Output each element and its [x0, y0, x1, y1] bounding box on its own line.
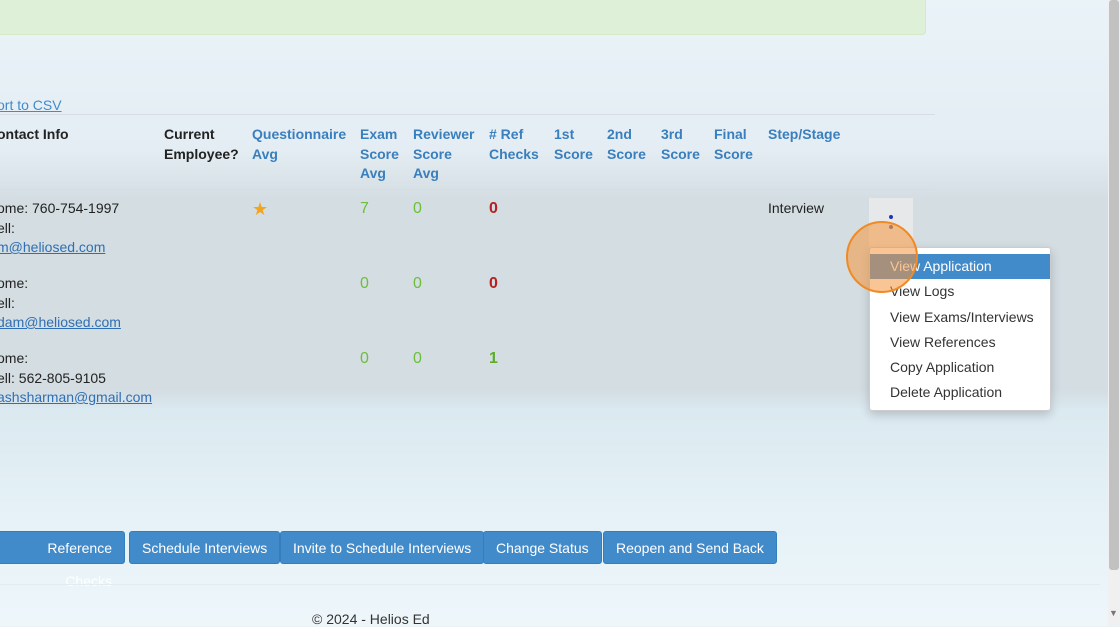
header-step-stage[interactable]: Step/Stage	[768, 126, 841, 142]
reference-checks-button[interactable]: Reference Checks	[0, 531, 125, 589]
click-indicator	[846, 221, 918, 293]
header-final-score[interactable]: Final Score	[714, 126, 753, 162]
schedule-interviews-button[interactable]: Schedule Interviews	[129, 531, 281, 564]
header-divider	[0, 189, 935, 190]
footer-divider	[0, 584, 1100, 585]
header-contact-info: ontact Info	[0, 126, 69, 142]
footer-copyright: © 2024 - Helios Ed	[312, 611, 430, 627]
header-2nd-score[interactable]: 2nd Score	[607, 126, 646, 162]
scrollbar-thumb[interactable]	[1109, 0, 1119, 570]
menu-view-logs[interactable]: View Logs	[890, 283, 955, 300]
export-csv-link[interactable]: ort to CSV	[0, 97, 62, 113]
exam-score: 7	[360, 200, 369, 217]
header-exam-score-avg[interactable]: Exam Score Avg	[360, 126, 399, 181]
invite-schedule-interviews-button[interactable]: Invite to Schedule Interviews	[280, 531, 485, 564]
ref-checks-count: 0	[489, 275, 498, 292]
header-3rd-score[interactable]: 3rd Score	[661, 126, 700, 162]
menu-view-exams-interviews[interactable]: View Exams/Interviews	[890, 308, 1034, 325]
table-row-contact: ome: 760-754-1997 ell: m@heliosed.com	[0, 199, 119, 258]
exam-score: 0	[360, 275, 369, 292]
header-1st-score[interactable]: 1st Score	[554, 126, 593, 162]
header-ref-checks[interactable]: # Ref Checks	[489, 126, 539, 162]
header-reviewer-score-avg[interactable]: Reviewer Score Avg	[413, 126, 475, 181]
success-alert	[0, 0, 926, 35]
menu-view-references[interactable]: View References	[890, 333, 996, 350]
table-row-contact: ome: ell: 562-805-9105 ashsharman@gmail.co…	[0, 349, 152, 408]
ref-checks-count: 1	[489, 350, 498, 367]
email-link[interactable]: ashsharman@gmail.com	[0, 389, 153, 405]
table-row-contact: ome: ell: dam@heliosed.com	[0, 274, 121, 333]
ref-checks-count: 0	[489, 200, 498, 217]
menu-delete-application[interactable]: Delete Application	[890, 384, 1003, 401]
reviewer-score: 0	[413, 275, 422, 292]
reopen-send-back-button[interactable]: Reopen and Send Back	[603, 531, 777, 564]
menu-copy-application[interactable]: Copy Application	[890, 359, 995, 376]
reviewer-score: 0	[413, 350, 422, 367]
row-actions-menu: View Application View Logs View Exams/In…	[869, 247, 1051, 411]
header-current-employee: Current Employee?	[164, 126, 239, 162]
email-link[interactable]: m@heliosed.com	[0, 239, 106, 255]
scroll-down-arrow-icon[interactable]: ▼	[1109, 608, 1118, 618]
step-stage: Interview	[768, 200, 825, 216]
exam-score: 0	[360, 350, 369, 367]
reviewer-score: 0	[413, 200, 422, 217]
change-status-button[interactable]: Change Status	[483, 531, 602, 564]
kebab-icon	[889, 215, 893, 219]
table-top-divider	[0, 114, 935, 115]
header-questionnaire-avg[interactable]: Questionnaire Avg	[252, 126, 347, 162]
email-link[interactable]: dam@heliosed.com	[0, 314, 121, 330]
star-icon: ★	[252, 199, 269, 219]
